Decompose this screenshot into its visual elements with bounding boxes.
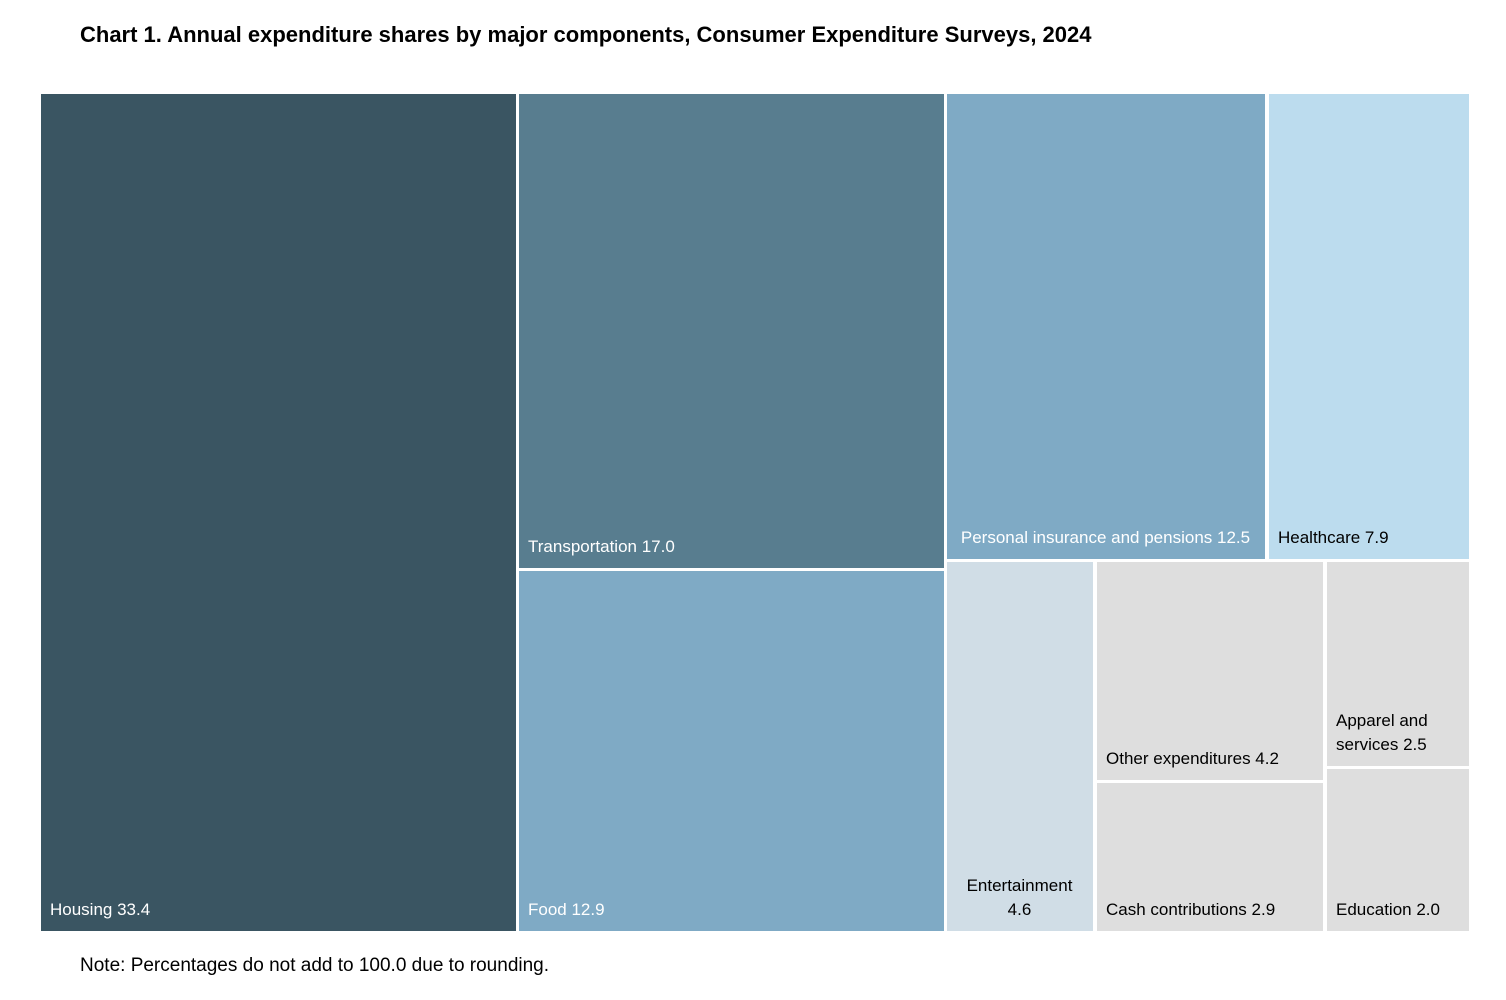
treemap-label: Housing 33.4 [50,900,151,919]
treemap-cell-cash-contributions: Cash contributions 2.9 [1097,783,1323,931]
treemap-label: Apparel and services 2.5 [1336,711,1428,754]
treemap-label: Transportation 17.0 [528,537,675,556]
treemap-cell-healthcare: Healthcare 7.9 [1269,94,1469,559]
chart-title: Chart 1. Annual expenditure shares by ma… [80,22,1092,47]
treemap-label: Entertainment 4.6 [966,876,1073,919]
treemap-label: Personal insurance and pensions 12.5 [960,528,1251,547]
treemap-cell-other-expenditures: Other expenditures 4.2 [1097,562,1323,780]
treemap-cell-transportation: Transportation 17.0 [519,94,944,568]
treemap-cell-entertainment: Entertainment 4.6 [947,562,1093,931]
chart-note: Note: Percentages do not add to 100.0 du… [80,955,550,976]
treemap-cell-food: Food 12.9 [519,571,944,931]
treemap-label: Other expenditures 4.2 [1106,749,1279,768]
treemap-label: Education 2.0 [1336,900,1440,919]
treemap-cell-education: Education 2.0 [1327,769,1469,931]
treemap-label: Healthcare 7.9 [1278,528,1389,547]
treemap-cell-housing: Housing 33.4 [41,94,516,931]
treemap-cell-personal-insurance-and-pensions: Personal insurance and pensions 12.5 [947,94,1265,559]
treemap-label: Food 12.9 [528,900,605,919]
treemap-cell-apparel-and-services: Apparel and services 2.5 [1327,562,1469,766]
treemap-label: Cash contributions 2.9 [1106,900,1276,919]
